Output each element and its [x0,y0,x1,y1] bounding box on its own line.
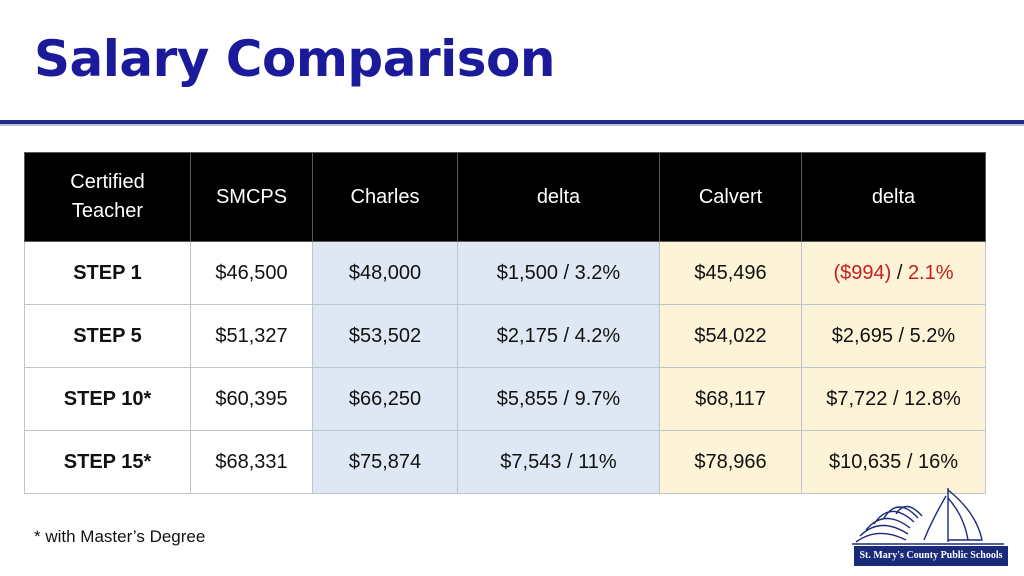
calvert-cell: $78,966 [659,430,802,494]
smcps-cell: $46,500 [190,241,313,305]
smcps-cell: $68,331 [190,430,313,494]
school-logo: St. Mary's County Public Schools [848,486,1008,570]
table-row: STEP 10* $60,395 $66,250 $5,855 / 9.7% $… [24,367,986,431]
calvert-cell: $45,496 [659,241,802,305]
logo-text: St. Mary's County Public Schools [854,546,1008,566]
charles-cell: $75,874 [312,430,458,494]
table-row: STEP 15* $68,331 $75,874 $7,543 / 11% $7… [24,430,986,494]
column-header-charles-delta: delta [457,152,660,242]
calvert-delta-cell: $7,722 / 12.8% [801,367,986,431]
table-header-row: Certified Teacher SMCPS Charles delta Ca… [24,152,986,242]
negative-percent: 2.1% [907,261,954,284]
table-row: STEP 1 $46,500 $48,000 $1,500 / 3.2% $45… [24,241,986,305]
step-cell: STEP 15* [24,430,191,494]
column-header-smcps: SMCPS [190,152,313,242]
step-cell: STEP 5 [24,304,191,368]
charles-cell: $53,502 [312,304,458,368]
smcps-cell: $51,327 [190,304,313,368]
column-header-calvert: Calvert [659,152,802,242]
smcps-cell: $60,395 [190,367,313,431]
calvert-delta-cell: ($994) / 2.1% [801,241,986,305]
title-divider-shadow [0,124,1024,126]
calvert-delta-cell: $10,635 / 16% [801,430,986,494]
column-header-calvert-delta: delta [801,152,986,242]
calvert-delta-cell: $2,695 / 5.2% [801,304,986,368]
charles-delta-cell: $2,175 / 4.2% [457,304,660,368]
charles-cell: $48,000 [312,241,458,305]
column-header-charles: Charles [312,152,458,242]
negative-amount: ($994) [833,261,892,284]
column-header-certified-teacher: Certified Teacher [24,152,191,242]
charles-delta-cell: $7,543 / 11% [457,430,660,494]
charles-cell: $66,250 [312,367,458,431]
calvert-cell: $68,117 [659,367,802,431]
salary-table: Certified Teacher SMCPS Charles delta Ca… [24,152,986,494]
step-cell: STEP 1 [24,241,191,305]
sailboat-book-icon [852,488,1004,545]
footnote: * with Master’s Degree [34,527,206,546]
charles-delta-cell: $5,855 / 9.7% [457,367,660,431]
calvert-cell: $54,022 [659,304,802,368]
step-cell: STEP 10* [24,367,191,431]
delta-separator: / [891,261,908,284]
charles-delta-cell: $1,500 / 3.2% [457,241,660,305]
page-title: Salary Comparison [34,30,555,88]
table-row: STEP 5 $51,327 $53,502 $2,175 / 4.2% $54… [24,304,986,368]
title-divider [0,120,1024,124]
